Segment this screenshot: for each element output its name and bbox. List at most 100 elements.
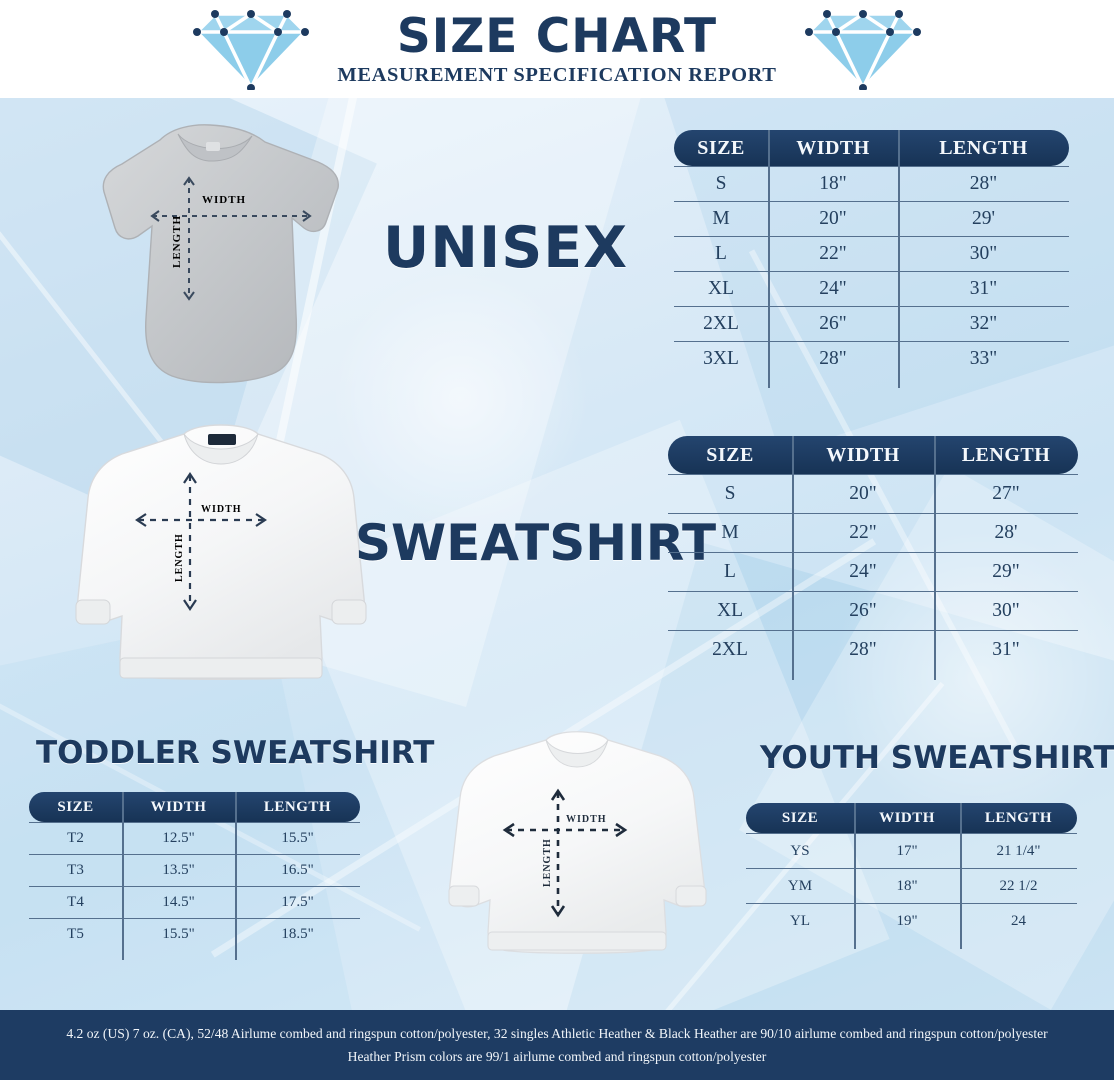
table-row: T5 15.5" 18.5" <box>29 918 360 950</box>
col-header-size: SIZE <box>706 443 754 466</box>
cell-width: 24" <box>819 278 847 299</box>
table-row: T2 12.5" 15.5" <box>29 822 360 854</box>
table-toddler: SIZE WIDTH LENGTH T2 12.5" 15.5" T3 13.5… <box>29 792 360 960</box>
table-row: M 20" 29' <box>674 201 1069 236</box>
bg-glow-2 <box>830 528 1114 828</box>
cell-width: 28" <box>849 639 877 660</box>
section-title-unisex: UNISEX <box>383 215 629 281</box>
cell-size: T5 <box>67 926 84 942</box>
col-divider-2 <box>235 792 237 960</box>
cell-length: 31" <box>992 639 1020 660</box>
cell-width: 13.5" <box>162 862 195 878</box>
table-row: YM 18" 22 1/2 <box>746 868 1077 903</box>
cell-size: T3 <box>67 862 84 878</box>
footer-band: 4.2 oz (US) 7 oz. (CA), 52/48 Airlume co… <box>0 1010 1114 1080</box>
garment-youth-sweatshirt: WIDTH LENGTH <box>448 731 707 954</box>
youth-length-label: LENGTH <box>542 838 553 887</box>
section-title-sweatshirt: SWEATSHIRT <box>355 514 717 572</box>
cell-length: 33" <box>969 348 998 369</box>
col-header-width: WIDTH <box>826 443 900 466</box>
cell-size: L <box>715 243 727 264</box>
table-row: T3 13.5" 16.5" <box>29 854 360 886</box>
table-row: 2XL 26" 32" <box>674 306 1069 341</box>
table-row: XL 24" 31" <box>674 271 1069 306</box>
cell-width: 14.5" <box>162 894 195 910</box>
col-header-length: LENGTH <box>263 798 332 815</box>
table-row: S 20" 27" <box>668 474 1078 513</box>
youth-width-label: WIDTH <box>566 814 607 825</box>
cell-size: 3XL <box>703 348 739 369</box>
cell-length: 29' <box>971 208 995 229</box>
table-row: T4 14.5" 17.5" <box>29 886 360 918</box>
table-row: 3XL 28" 33" <box>674 341 1069 376</box>
col-divider-2 <box>960 803 962 949</box>
cell-length: 32" <box>969 313 998 334</box>
table-youth: SIZE WIDTH LENGTH YS 17" 21 1/4" YM 18" … <box>746 803 1077 949</box>
cell-size: XL <box>717 600 743 621</box>
table-row: 2XL 28" 31" <box>668 630 1078 669</box>
cell-length: 22 1/2 <box>999 877 1038 894</box>
cell-width: 15.5" <box>162 926 195 942</box>
header-text-block: SIZE CHART MEASUREMENT SPECIFICATION REP… <box>337 8 777 87</box>
col-divider-1 <box>768 130 770 388</box>
table-sweatshirt: SIZE WIDTH LENGTH S 20" 27" M 22" 28' L … <box>668 436 1078 680</box>
table-youth-body: YS 17" 21 1/4" YM 18" 22 1/2 YL 19" 24 <box>746 833 1077 938</box>
cell-size: S <box>715 173 727 194</box>
cell-length: 31" <box>969 278 998 299</box>
cell-width: 26" <box>849 600 877 621</box>
col-header-width: WIDTH <box>150 798 207 815</box>
cell-length: 18.5" <box>281 926 314 942</box>
col-divider-2 <box>934 436 936 680</box>
col-header-length: LENGTH <box>984 809 1053 826</box>
col-header-length: LENGTH <box>961 443 1051 466</box>
table-row: YL 19" 24 <box>746 903 1077 938</box>
table-row: L 22" 30" <box>674 236 1069 271</box>
cell-length: 29" <box>992 561 1020 582</box>
garment-sweatshirt: WIDTH LENGTH <box>75 424 367 680</box>
cell-width: 24" <box>849 561 877 582</box>
table-row: YS 17" 21 1/4" <box>746 833 1077 868</box>
table-row: M 22" 28' <box>668 513 1078 552</box>
cell-size: M <box>721 522 739 543</box>
col-header-width: WIDTH <box>879 809 935 826</box>
cell-width: 18" <box>896 877 918 894</box>
table-toddler-header: SIZE WIDTH LENGTH <box>29 792 360 822</box>
cell-length: 28' <box>994 522 1018 543</box>
cell-size: S <box>724 483 736 504</box>
col-header-width: WIDTH <box>796 136 870 159</box>
section-title-toddler: TODDLER SWEATSHIRT <box>36 735 435 771</box>
cell-size: 2XL <box>712 639 748 660</box>
diamond-icon-left <box>193 10 310 90</box>
cell-width: 20" <box>849 483 877 504</box>
cell-width: 28" <box>819 348 847 369</box>
cell-width: 19" <box>896 912 918 929</box>
cell-size: T4 <box>67 894 84 910</box>
cell-length: 21 1/4" <box>996 842 1041 859</box>
col-header-size: SIZE <box>697 136 745 159</box>
col-divider-1 <box>792 436 794 680</box>
page-subtitle: MEASUREMENT SPECIFICATION REPORT <box>337 63 777 86</box>
cell-length: 30" <box>969 243 998 264</box>
cell-length: 17.5" <box>281 894 314 910</box>
sweatshirt-length-label: LENGTH <box>174 533 185 582</box>
cell-width: 20" <box>819 208 847 229</box>
cell-width: 22" <box>819 243 847 264</box>
cell-size: XL <box>708 278 734 299</box>
cell-size: YL <box>790 912 810 929</box>
col-divider-2 <box>898 130 900 388</box>
sweatshirt-width-label: WIDTH <box>201 504 242 515</box>
diamond-icon-right <box>804 10 921 90</box>
table-unisex-body: S 18" 28" M 20" 29' L 22" 30" XL 24" 31"… <box>674 166 1069 376</box>
cell-size: T2 <box>67 830 84 846</box>
table-row: XL 26" 30" <box>668 591 1078 630</box>
table-unisex-header: SIZE WIDTH LENGTH <box>674 130 1069 166</box>
page-title: SIZE CHART <box>396 8 718 64</box>
cell-length: 30" <box>992 600 1020 621</box>
table-toddler-body: T2 12.5" 15.5" T3 13.5" 16.5" T4 14.5" 1… <box>29 822 360 950</box>
cell-width: 18" <box>819 173 847 194</box>
col-divider-1 <box>122 792 124 960</box>
cell-width: 17" <box>896 842 918 859</box>
bg-glow <box>330 268 590 528</box>
table-row: S 18" 28" <box>674 166 1069 201</box>
